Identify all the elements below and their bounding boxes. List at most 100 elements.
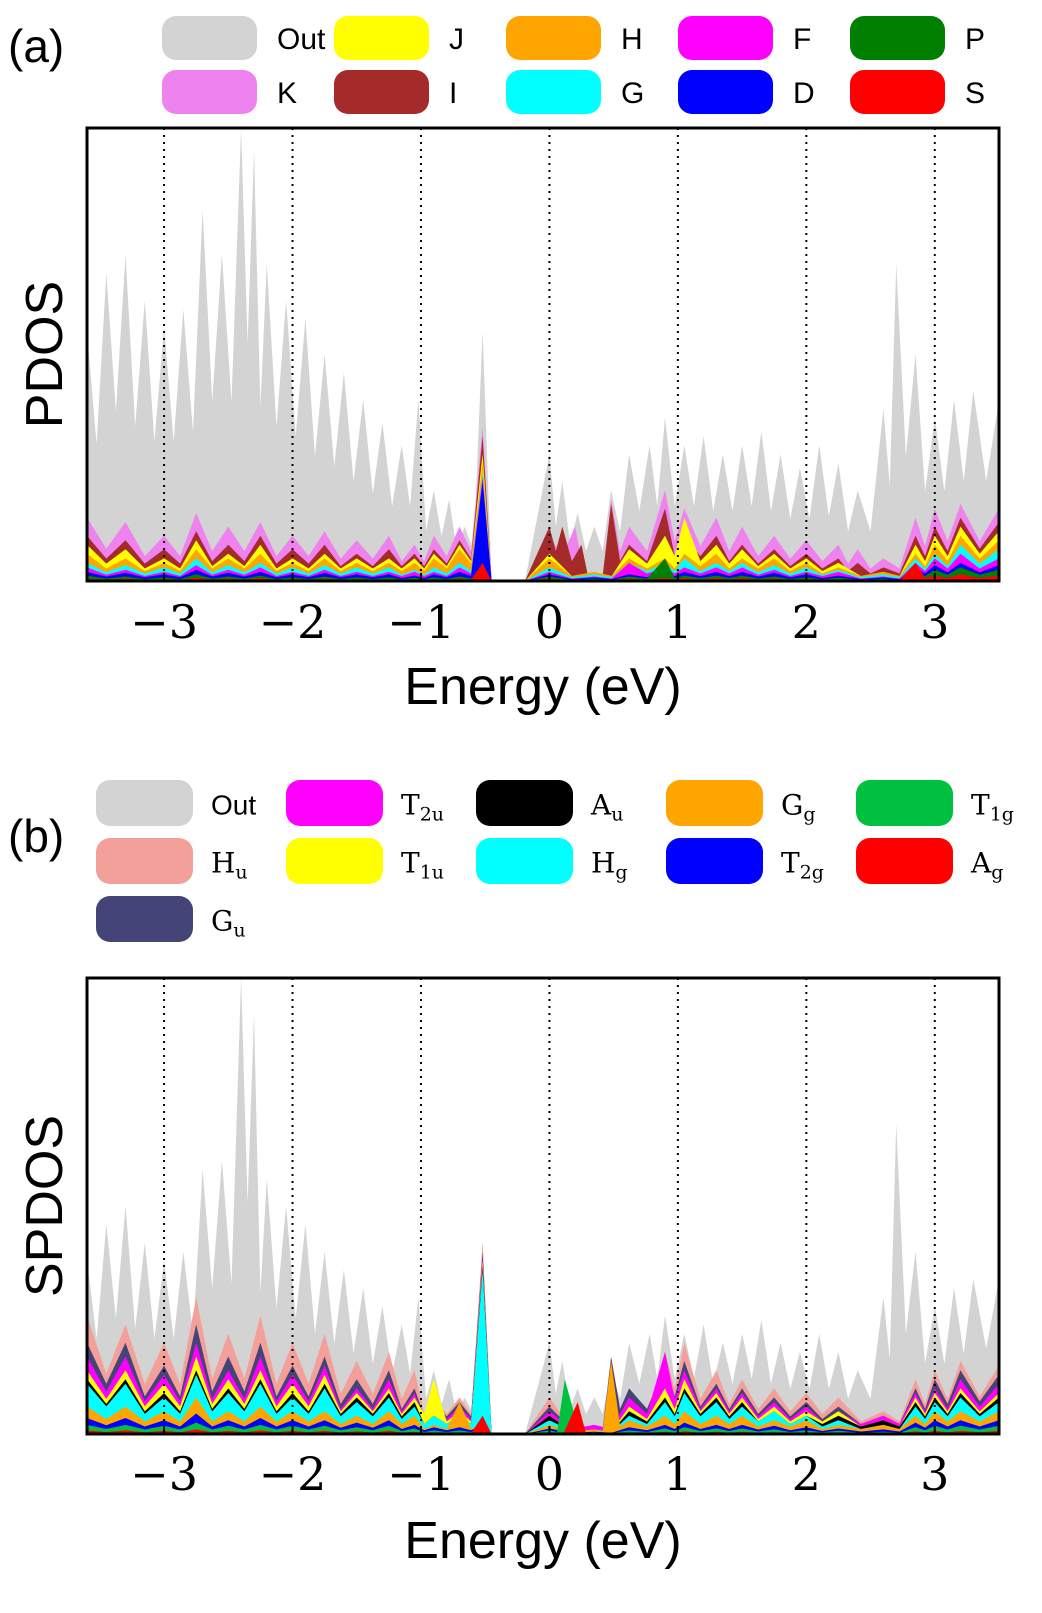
legend-label-main: D (793, 77, 815, 110)
legend-label: D (793, 77, 815, 110)
xtick-label-2: −1 (387, 595, 455, 649)
legend: Out J H F P K I G D S (162, 16, 985, 114)
xtick-label-6: 3 (920, 1447, 949, 1501)
legend-label-main: Out (211, 790, 256, 821)
legend-label: T1u (401, 847, 444, 884)
xtick-label-4: 1 (663, 1447, 692, 1501)
legend-swatch (96, 838, 193, 884)
legend-entry: Hg (476, 838, 628, 884)
legend-label-main: S (965, 77, 985, 110)
xtick-label-5: 2 (792, 595, 821, 649)
xtick-label-6: 3 (920, 595, 949, 649)
legend-label: Hg (591, 847, 628, 884)
legend-swatch (334, 70, 429, 114)
panel-label: (a) (8, 20, 64, 72)
legend-entry: P (850, 16, 985, 60)
legend-label-subscript: u (233, 920, 245, 942)
legend-label: T1g (971, 789, 1014, 826)
legend-label: H (621, 23, 643, 56)
legend-label-main: K (277, 77, 297, 110)
legend-label-main: T (401, 847, 420, 880)
legend-label: Au (590, 789, 623, 826)
legend-entry: Hu (96, 838, 248, 884)
panel-a: −3 −2 −1 0 1 2 3 Energy (eV) PDOS (a) Out J H F P K I G D S (8, 16, 1001, 716)
legend-label: Ag (970, 847, 1003, 884)
series-9-area (87, 562, 999, 581)
legend-entry: Gg (666, 780, 816, 826)
legend-label-subscript: u (611, 804, 623, 826)
xtick-label-0: −3 (130, 1447, 198, 1501)
legend-label-subscript: 1g (990, 804, 1014, 826)
y-axis-label: PDOS (16, 281, 74, 428)
legend-label: J (449, 23, 464, 56)
legend-swatch (678, 70, 773, 114)
legend-entry: T2g (666, 838, 824, 884)
x-axis-label: Energy (eV) (404, 1512, 681, 1570)
legend-label: F (793, 23, 811, 56)
legend-label-main: P (965, 23, 985, 56)
legend-swatch (850, 16, 945, 60)
legend-entry: J (334, 16, 464, 60)
xtick-label-1: −2 (259, 595, 327, 649)
legend-label-main: G (621, 77, 644, 110)
legend-label-main: G (781, 789, 803, 822)
series-6-area (87, 1269, 999, 1434)
legend-label: Gu (211, 905, 246, 942)
legend-label-subscript: 2u (420, 804, 444, 826)
legend-entry: Gu (96, 896, 246, 942)
legend-swatch (162, 70, 257, 114)
series-1-area (87, 427, 999, 581)
legend-label: Gg (781, 789, 816, 826)
legend-label-subscript: u (235, 862, 247, 884)
series-3-area (87, 1256, 999, 1434)
legend-swatch (678, 16, 773, 60)
legend-label-subscript: g (615, 862, 627, 884)
legend-entry: Au (476, 780, 623, 826)
legend-label: P (965, 23, 985, 56)
xtick-label-0: −3 (130, 595, 198, 649)
legend-label-main: A (970, 847, 992, 880)
legend-entry: Out (162, 16, 326, 60)
xtick-label-2: −1 (387, 1447, 455, 1501)
legend-label-main: J (449, 23, 464, 56)
legend-entry: T1g (856, 780, 1014, 826)
legend-label: Out (211, 790, 256, 821)
legend-entry: G (506, 70, 644, 114)
y-axis-label: SPDOS (16, 1115, 74, 1297)
legend-label-subscript: g (991, 862, 1003, 884)
legend-entry: Out (96, 780, 256, 826)
legend-swatch (286, 838, 383, 884)
legend-label: G (621, 77, 644, 110)
legend-entry: F (678, 16, 811, 60)
legend-label: K (277, 77, 297, 110)
legend-swatch (666, 780, 763, 826)
legend-entry: T1u (286, 838, 444, 884)
legend-label-main: H (591, 847, 615, 880)
legend-label: T2u (401, 789, 444, 826)
legend-swatch (856, 780, 953, 826)
legend-entry: Ag (856, 838, 1003, 884)
xtick-label-5: 2 (792, 1447, 821, 1501)
legend-label: I (449, 77, 457, 110)
legend-label: T2g (781, 847, 824, 884)
plot-area (87, 128, 999, 581)
legend-label-main: I (449, 77, 457, 110)
legend-swatch (856, 838, 953, 884)
legend-entry: S (850, 70, 985, 114)
legend-swatch (96, 780, 193, 826)
plot-frame (85, 126, 1001, 583)
legend-label-main: A (590, 789, 612, 822)
legend-swatch (666, 838, 763, 884)
xtick-label-3: 0 (535, 595, 564, 649)
legend-label: Out (277, 23, 326, 56)
plot-frame (85, 976, 1001, 1436)
legend-entry: D (678, 70, 815, 114)
legend-label-subscript: 1u (420, 862, 444, 884)
legend-swatch (506, 70, 601, 114)
panel-label: (b) (8, 810, 64, 862)
legend-swatch (286, 780, 383, 826)
xtick-label-4: 1 (663, 595, 692, 649)
x-axis-label: Energy (eV) (404, 658, 681, 716)
